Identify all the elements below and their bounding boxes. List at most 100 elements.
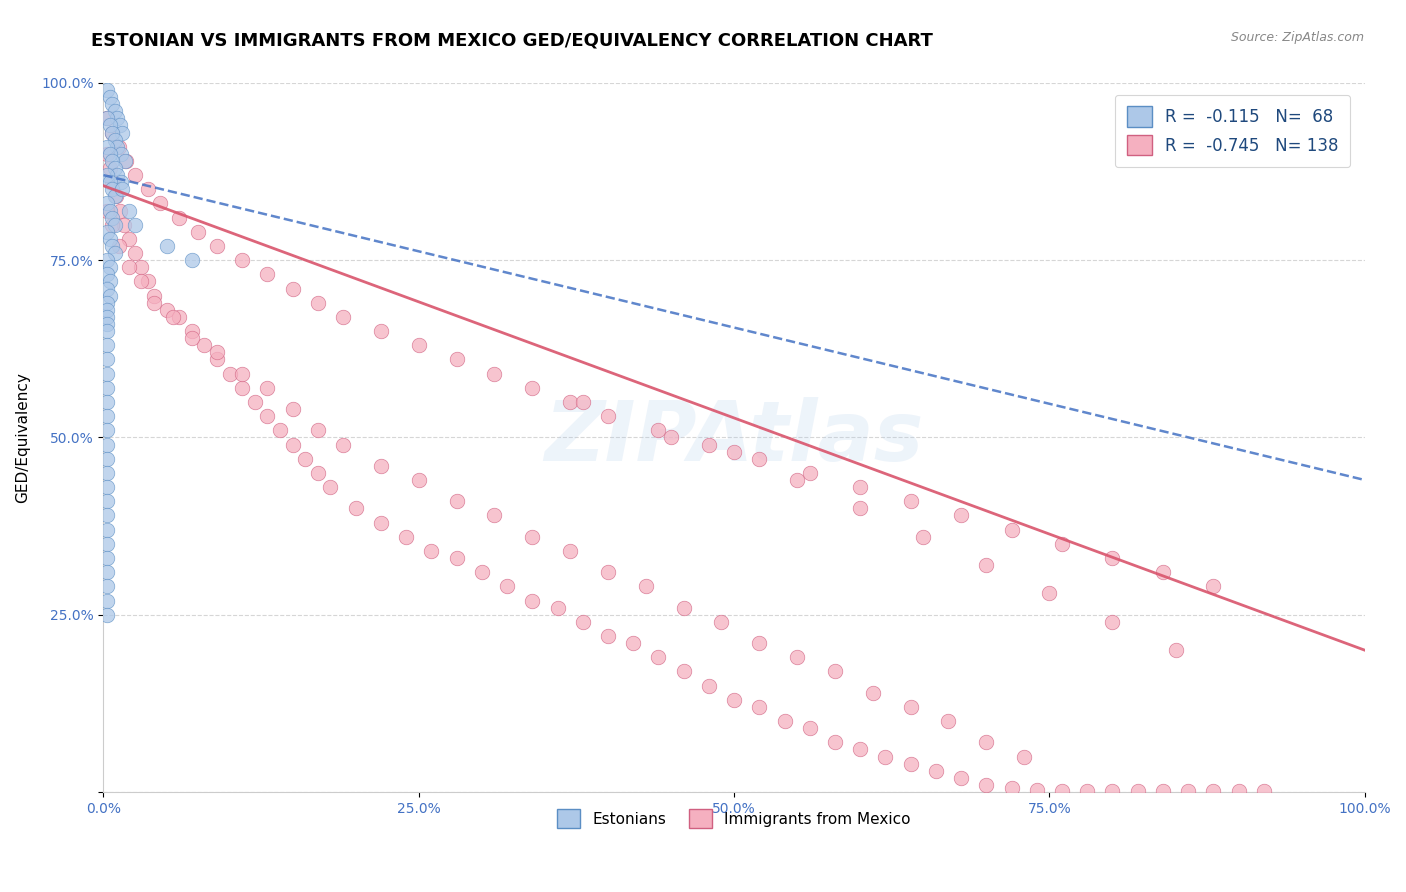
Point [114,153,136,168]
Point [104,133,127,147]
Point [115,153,138,168]
Point [101,239,124,253]
Point [659,430,682,444]
Point [96,367,118,381]
Point [149,196,172,211]
Point [697,679,720,693]
Point [307,466,329,480]
Point [547,600,569,615]
Point [710,615,733,629]
Point [938,714,960,728]
Point [370,324,392,338]
Point [96,310,118,324]
Point [96,112,118,126]
Point [104,161,127,175]
Point [484,508,506,523]
Point [307,423,329,437]
Point [98,232,121,246]
Point [96,203,118,218]
Point [96,302,118,317]
Point [105,112,128,126]
Point [108,119,131,133]
Point [256,268,278,282]
Point [1050,783,1073,797]
Legend: Estonians, Immigrants from Mexico: Estonians, Immigrants from Mexico [551,803,917,834]
Point [319,480,342,494]
Point [307,295,329,310]
Text: Source: ZipAtlas.com: Source: ZipAtlas.com [1230,31,1364,45]
Point [136,275,159,289]
Text: ZIPAtlas: ZIPAtlas [544,397,924,478]
Point [370,516,392,530]
Point [824,735,846,749]
Point [522,593,544,607]
Point [1101,615,1123,629]
Point [408,338,430,352]
Point [446,352,468,367]
Point [136,182,159,196]
Point [96,83,118,97]
Point [522,381,544,395]
Point [1202,579,1225,593]
Point [104,104,127,119]
Point [231,367,253,381]
Point [976,778,998,792]
Text: ESTONIAN VS IMMIGRANTS FROM MEXICO GED/EQUIVALENCY CORRELATION CHART: ESTONIAN VS IMMIGRANTS FROM MEXICO GED/E… [91,31,934,49]
Point [98,146,121,161]
Point [1000,781,1022,796]
Point [976,735,998,749]
Point [96,324,118,338]
Point [98,161,121,175]
Point [155,239,177,253]
Y-axis label: GED/Equivalency: GED/Equivalency [15,372,30,503]
Point [281,281,304,295]
Point [101,175,124,189]
Point [110,146,132,161]
Point [849,480,872,494]
Point [596,565,619,579]
Point [96,480,118,494]
Point [1253,784,1275,798]
Point [1038,586,1060,600]
Point [773,714,796,728]
Point [243,395,266,409]
Point [96,565,118,579]
Point [558,395,581,409]
Point [799,721,821,735]
Point [96,409,118,424]
Point [180,253,202,268]
Point [950,508,973,523]
Point [950,771,973,785]
Point [446,551,468,566]
Point [162,310,184,324]
Point [912,530,935,544]
Point [596,409,619,424]
Point [101,126,124,140]
Point [96,551,118,566]
Point [1101,784,1123,798]
Point [96,196,118,211]
Point [420,544,443,558]
Point [522,530,544,544]
Point [101,153,124,168]
Point [98,203,121,218]
Point [231,253,253,268]
Point [849,501,872,516]
Point [107,239,129,253]
Point [697,437,720,451]
Point [124,218,146,232]
Point [98,288,121,302]
Point [344,501,367,516]
Point [101,211,124,225]
Point [129,275,152,289]
Point [155,302,177,317]
Point [786,650,808,665]
Point [395,530,418,544]
Point [96,168,118,182]
Point [98,260,121,275]
Point [124,246,146,260]
Point [332,437,354,451]
Point [1227,784,1250,798]
Point [571,615,593,629]
Point [558,544,581,558]
